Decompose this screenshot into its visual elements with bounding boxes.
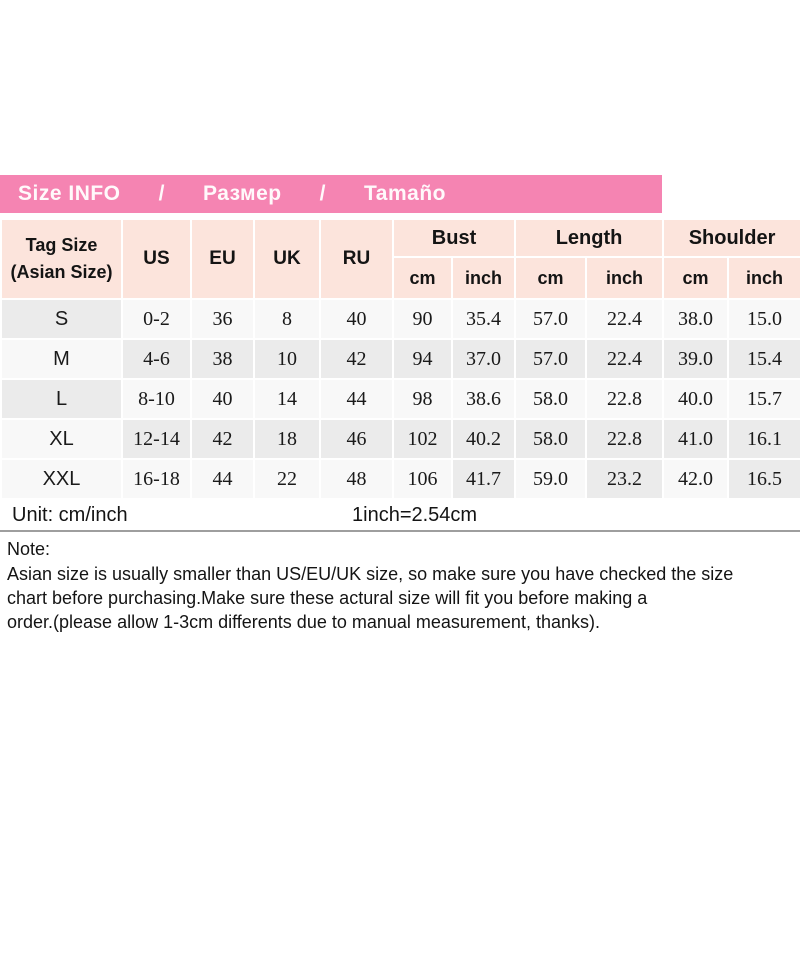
- size-value-cell: 102: [392, 418, 453, 460]
- tag-size-cell: XXL: [0, 458, 123, 500]
- col-header-eu: EU: [190, 218, 255, 300]
- size-row-l: L 8-10 40 14 44 98 38.6 58.0 22.8 40.0 1…: [0, 378, 800, 420]
- size-value-cell: 44: [190, 458, 255, 500]
- banner-title-en: Size INFO: [18, 182, 121, 205]
- group-header-bust: Bust: [391, 218, 517, 258]
- tag-size-line1: Tag Size: [25, 235, 98, 255]
- shoulder-cm-header: cm: [662, 256, 730, 300]
- size-value-cell: 40.0: [662, 378, 730, 420]
- size-value-cell: 42: [319, 338, 394, 380]
- bust-cm-header: cm: [392, 256, 453, 300]
- size-value-cell: 16.5: [727, 458, 800, 500]
- col-header-us: US: [121, 218, 192, 300]
- size-value-cell: 94: [392, 338, 453, 380]
- size-value-cell: 41.0: [662, 418, 730, 460]
- size-value-cell: 35.4: [450, 298, 517, 340]
- note-line: order.(please allow 1-3cm differents due…: [7, 612, 600, 632]
- inch-conversion-label: 1inch=2.54cm: [352, 503, 478, 526]
- size-value-cell: 90: [392, 298, 453, 340]
- size-value-cell: 8-10: [121, 378, 192, 420]
- size-value-cell: 106: [392, 458, 453, 500]
- size-value-cell: 98: [392, 378, 453, 420]
- unit-bar: Unit: cm/inch 1inch=2.54cm: [0, 500, 800, 532]
- size-value-cell: 18: [253, 418, 321, 460]
- measure-group-row: Tag Size (Asian Size) US EU UK RU Bust L…: [0, 218, 800, 300]
- bust-inch-header: inch: [450, 256, 517, 300]
- size-value-cell: 46: [319, 418, 394, 460]
- size-value-cell: 40.2: [450, 418, 517, 460]
- tag-size-line2: (Asian Size): [10, 262, 113, 282]
- size-value-cell: 48: [319, 458, 394, 500]
- size-value-cell: 15.4: [727, 338, 800, 380]
- size-value-cell: 22.8: [585, 418, 665, 460]
- col-header-ru: RU: [319, 218, 394, 300]
- note-section: Note: Asian size is usually smaller than…: [0, 537, 800, 634]
- size-value-cell: 23.2: [585, 458, 665, 500]
- tag-size-cell: M: [0, 338, 123, 380]
- banner-separator: /: [158, 182, 165, 205]
- size-value-cell: 16.1: [727, 418, 800, 460]
- unit-header-row: cm inch cm inch cm inch: [1, 256, 800, 300]
- size-row-xl: XL 12-14 42 18 46 102 40.2 58.0 22.8 41.…: [0, 418, 800, 460]
- size-chart-page: Size INFO / Размер / Tamaño Tag Size (As…: [0, 175, 800, 975]
- length-cm-header: cm: [514, 256, 588, 300]
- size-value-cell: 58.0: [514, 378, 588, 420]
- size-value-cell: 39.0: [662, 338, 730, 380]
- size-value-cell: 41.7: [450, 458, 517, 500]
- col-header-uk: UK: [253, 218, 321, 300]
- size-value-cell: 22: [253, 458, 321, 500]
- size-value-cell: 10: [253, 338, 321, 380]
- tag-size-header: Tag Size (Asian Size): [0, 218, 123, 300]
- size-value-cell: 14: [253, 378, 321, 420]
- size-value-cell: 44: [319, 378, 394, 420]
- size-value-cell: 38: [190, 338, 255, 380]
- size-value-cell: 38.0: [662, 298, 730, 340]
- tag-size-cell: L: [0, 378, 123, 420]
- size-value-cell: 58.0: [514, 418, 588, 460]
- size-table: Tag Size (Asian Size) US EU UK RU Bust L…: [0, 218, 800, 500]
- size-value-cell: 22.4: [585, 338, 665, 380]
- size-value-cell: 16-18: [121, 458, 192, 500]
- size-value-cell: 8: [253, 298, 321, 340]
- size-info-banner: Size INFO / Размер / Tamaño: [0, 175, 662, 213]
- size-value-cell: 15.7: [727, 378, 800, 420]
- size-table-body: S 0-2 36 8 40 90 35.4 57.0 22.4 38.0 15.…: [0, 298, 800, 500]
- size-value-cell: 57.0: [514, 338, 588, 380]
- size-value-cell: 22.8: [585, 378, 665, 420]
- note-title: Note:: [7, 539, 51, 559]
- length-inch-header: inch: [585, 256, 665, 300]
- banner-separator: /: [319, 182, 326, 205]
- size-value-cell: 0-2: [121, 298, 192, 340]
- tag-size-cell: XL: [0, 418, 123, 460]
- size-value-cell: 36: [190, 298, 255, 340]
- size-value-cell: 59.0: [514, 458, 588, 500]
- size-value-cell: 40: [190, 378, 255, 420]
- size-row-m: M 4-6 38 10 42 94 37.0 57.0 22.4 39.0 15…: [0, 338, 800, 380]
- size-row-s: S 0-2 36 8 40 90 35.4 57.0 22.4 38.0 15.…: [0, 298, 800, 340]
- size-value-cell: 40: [319, 298, 394, 340]
- size-value-cell: 42: [190, 418, 255, 460]
- group-header-length: Length: [514, 218, 665, 258]
- size-row-xxl: XXL 16-18 44 22 48 106 41.7 59.0 23.2 42…: [0, 458, 800, 500]
- note-line: chart before purchasing.Make sure these …: [7, 588, 648, 608]
- banner-title-ru: Размер: [202, 182, 282, 205]
- group-header-shoulder: Shoulder: [662, 218, 800, 258]
- size-table-header: Tag Size (Asian Size) US EU UK RU Bust L…: [0, 218, 800, 300]
- size-value-cell: 15.0: [727, 298, 800, 340]
- shoulder-inch-header: inch: [727, 256, 800, 300]
- size-value-cell: 57.0: [514, 298, 588, 340]
- size-value-cell: 38.6: [450, 378, 517, 420]
- note-line: Asian size is usually smaller than US/EU…: [7, 564, 734, 584]
- unit-label: Unit: cm/inch: [12, 503, 128, 526]
- size-value-cell: 12-14: [121, 418, 192, 460]
- size-value-cell: 4-6: [121, 338, 192, 380]
- tag-size-cell: S: [0, 298, 123, 340]
- banner-title-es: Tamaño: [364, 182, 446, 205]
- size-value-cell: 22.4: [585, 298, 665, 340]
- size-value-cell: 42.0: [662, 458, 730, 500]
- size-value-cell: 37.0: [450, 338, 517, 380]
